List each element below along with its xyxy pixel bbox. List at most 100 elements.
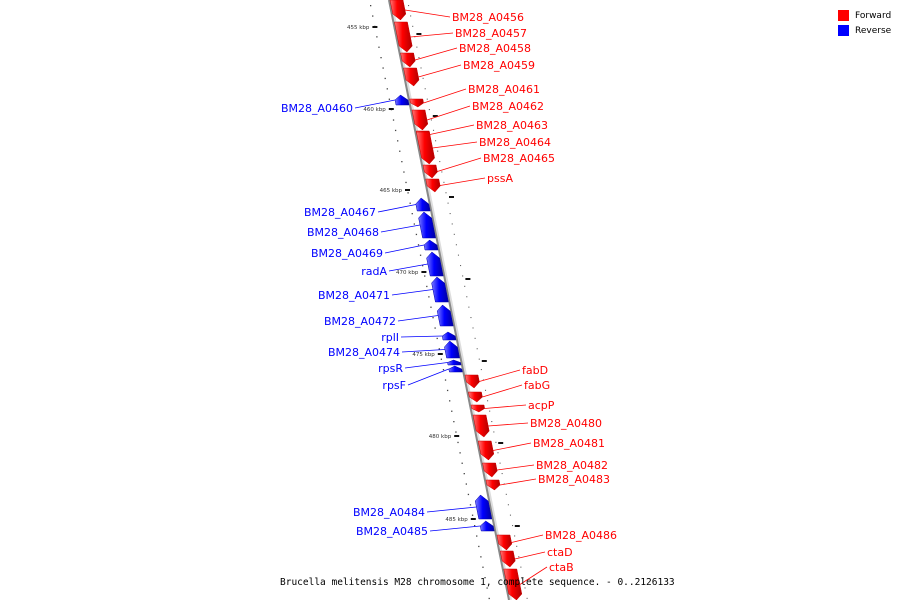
gene-label-bm28-a0483[interactable]: BM28_A0483 <box>538 473 610 486</box>
gene-label-pssa[interactable]: pssA <box>487 172 513 185</box>
gene-label-bm28-a0461[interactable]: BM28_A0461 <box>468 83 540 96</box>
minor-tick <box>518 556 520 558</box>
minor-tick <box>460 265 462 267</box>
major-tick <box>514 525 520 527</box>
gene-label-bm28-a0459[interactable]: BM28_A0459 <box>463 59 535 72</box>
gene-arrow-bm28-a0465 <box>422 164 438 179</box>
gene-label-bm28-a0481[interactable]: BM28_A0481 <box>533 437 605 450</box>
gene-label-bm28-a0468[interactable]: BM28_A0468 <box>307 226 379 239</box>
minor-tick <box>455 431 457 433</box>
connector-bm28-a0474 <box>401 349 445 353</box>
gene-label-bm28-a0474[interactable]: BM28_A0474 <box>328 346 400 359</box>
gene-label-bm28-a0484[interactable]: BM28_A0484 <box>353 506 425 519</box>
minor-tick <box>493 431 495 433</box>
gene-label-bm28-a0485[interactable]: BM28_A0485 <box>356 525 428 538</box>
minor-tick <box>428 296 430 298</box>
minor-tick <box>426 98 428 100</box>
gene-label-bm28-a0469[interactable]: BM28_A0469 <box>311 247 383 260</box>
tick-label: 485 kbp <box>445 517 468 523</box>
minor-tick <box>428 109 430 111</box>
major-tick <box>416 33 422 35</box>
minor-tick <box>478 358 480 360</box>
minor-tick <box>386 88 388 90</box>
minor-tick <box>514 535 516 537</box>
minor-tick <box>488 597 490 600</box>
minor-tick <box>524 587 526 589</box>
major-tick <box>405 189 410 191</box>
minor-tick <box>420 67 422 69</box>
gene-arrow-bm28-a0467 <box>415 197 431 212</box>
minor-tick <box>424 88 426 90</box>
gene-label-bm28-a0465[interactable]: BM28_A0465 <box>483 152 555 165</box>
gene-arrow-bm28-a0483 <box>485 479 501 491</box>
gene-label-bm28-a0467[interactable]: BM28_A0467 <box>304 206 376 219</box>
gene-label-bm28-a0460[interactable]: BM28_A0460 <box>281 102 353 115</box>
gene-label-bm28-a0457[interactable]: BM28_A0457 <box>455 27 527 40</box>
gene-arrow-fabd <box>464 374 480 389</box>
legend-label-reverse: Reverse <box>855 25 892 36</box>
gene-arrow-bm28-a0472 <box>436 304 454 327</box>
minor-tick <box>499 462 501 464</box>
connector-bm28-a0458 <box>414 47 458 61</box>
gene-arrow-bm28-a0485 <box>479 520 495 532</box>
minor-tick <box>419 254 422 256</box>
forward-swatch <box>838 10 849 21</box>
minor-tick <box>401 161 403 163</box>
minor-tick <box>516 545 518 547</box>
minor-tick <box>474 337 476 339</box>
gene-label-ctad[interactable]: ctaD <box>547 546 573 559</box>
minor-tick <box>376 36 378 38</box>
gene-label-fabg[interactable]: fabG <box>524 379 550 392</box>
gene-label-rpli[interactable]: rplI <box>381 331 399 344</box>
major-tick <box>481 360 487 362</box>
minor-tick <box>405 181 407 184</box>
connector-bm28-a0468 <box>380 224 421 233</box>
connector-rpsf <box>407 368 449 386</box>
gene-label-rpsr[interactable]: rpsR <box>378 362 403 375</box>
gene-arrow-rpli <box>441 331 457 341</box>
gene-label-acpp[interactable]: acpP <box>528 399 555 412</box>
minor-tick <box>439 161 441 163</box>
minor-tick <box>403 171 405 173</box>
connector-bm28-a0456 <box>404 9 451 18</box>
minor-tick <box>449 213 451 215</box>
gene-arrow-bm28-a0462 <box>411 109 429 131</box>
minor-tick <box>407 192 409 194</box>
gene-label-bm28-a0471[interactable]: BM28_A0471 <box>318 289 390 302</box>
gene-label-ctab[interactable]: ctaB <box>549 561 574 574</box>
gene-label-bm28-a0458[interactable]: BM28_A0458 <box>459 42 531 55</box>
gene-arrow-rpsf <box>448 365 463 373</box>
minor-tick <box>453 233 455 235</box>
gene-label-bm28-a0464[interactable]: BM28_A0464 <box>479 136 551 149</box>
gene-label-bm28-a0486[interactable]: BM28_A0486 <box>545 529 617 542</box>
gene-arrow-bm28-a0456 <box>389 0 407 21</box>
connector-fabg <box>482 384 523 398</box>
gene-label-rpsf[interactable]: rpsF <box>382 379 406 392</box>
minor-tick <box>417 244 420 246</box>
minor-tick <box>397 140 399 142</box>
minor-tick <box>437 150 439 152</box>
gene-label-rada[interactable]: radA <box>361 265 387 278</box>
minor-tick <box>370 5 372 7</box>
gene-arrow-bm28-a0482 <box>482 462 498 478</box>
gene-label-bm28-a0463[interactable]: BM28_A0463 <box>476 119 548 132</box>
connector-bm28-a0469 <box>384 244 425 254</box>
major-tick <box>388 108 394 110</box>
gene-arrow-bm28-a0469 <box>423 239 439 251</box>
minor-tick <box>471 514 474 516</box>
minor-tick <box>507 504 509 506</box>
minor-tick <box>476 535 478 537</box>
connector-bm28-a0471 <box>391 289 433 296</box>
minor-tick <box>487 400 489 402</box>
gene-label-bm28-a0472[interactable]: BM28_A0472 <box>324 315 396 328</box>
minor-ticks <box>370 5 528 600</box>
gene-label-bm28-a0462[interactable]: BM28_A0462 <box>472 100 544 113</box>
gene-arrow-bm28-a0471 <box>431 276 449 303</box>
minor-tick <box>449 400 451 402</box>
gene-label-fabd[interactable]: fabD <box>522 364 548 377</box>
gene-arrow-rpsr <box>447 359 462 366</box>
gene-label-bm28-a0482[interactable]: BM28_A0482 <box>536 459 608 472</box>
gene-label-bm28-a0456[interactable]: BM28_A0456 <box>452 11 524 24</box>
gene-label-bm28-a0480[interactable]: BM28_A0480 <box>530 417 602 430</box>
